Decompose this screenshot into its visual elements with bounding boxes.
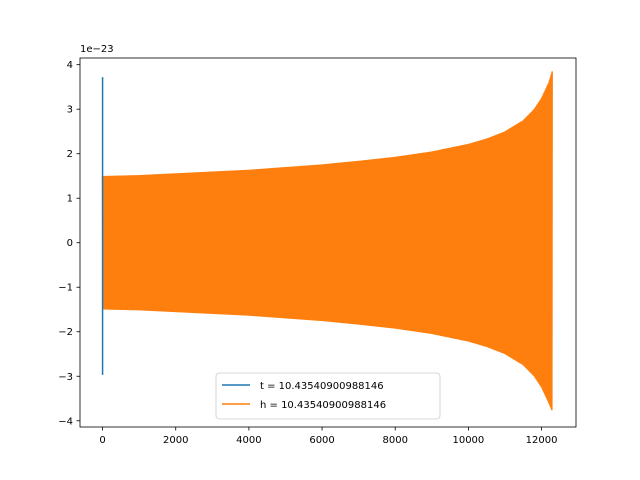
x-tick-label: 0 [99, 435, 105, 446]
x-tick-label: 12000 [526, 435, 558, 446]
y-tick-label: 4 [67, 60, 73, 71]
y-tick-label: 1 [67, 194, 73, 205]
plot-layer [101, 71, 553, 411]
y-tick-label: −2 [58, 327, 73, 338]
x-tick-label: 2000 [163, 435, 188, 446]
series-h-line [101, 71, 553, 411]
y-tick-label: 3 [67, 105, 73, 116]
legend-box [215, 372, 441, 420]
y-tick-label: −4 [58, 416, 73, 427]
legend-entry: h = 10.43540900988146 [260, 400, 386, 411]
x-tick-label: 8000 [382, 435, 407, 446]
y-tick-label: −1 [58, 283, 73, 294]
x-tick-label: 6000 [309, 435, 334, 446]
y-tick-label: 0 [67, 238, 73, 249]
y-tick-label: −3 [58, 372, 73, 383]
x-tick-label: 10000 [452, 435, 484, 446]
x-tick-label: 4000 [236, 435, 261, 446]
legend-entry: t = 10.43540900988146 [260, 381, 384, 392]
y-axis-ticks: −4 −3 −2 −1 0 1 2 3 4 [58, 60, 80, 427]
y-offset-label: 1e−23 [80, 44, 114, 55]
legend: t = 10.43540900988146 h = 10.435409009881… [215, 372, 441, 420]
y-tick-label: 2 [67, 149, 73, 160]
x-axis-ticks: 0 2000 4000 6000 8000 10000 12000 [99, 427, 557, 446]
